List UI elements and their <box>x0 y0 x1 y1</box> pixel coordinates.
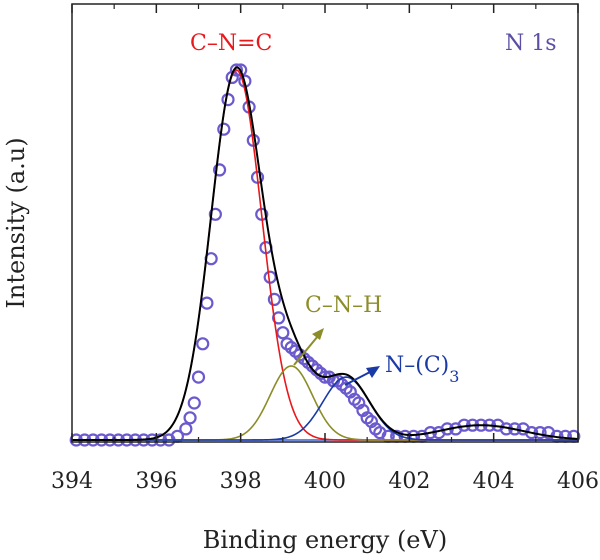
x-tick-label: 394 <box>51 469 93 494</box>
data-point <box>212 163 227 177</box>
x-tick-label: 404 <box>473 469 515 494</box>
fit-curves <box>72 66 579 441</box>
x-tick-label: 400 <box>304 469 346 494</box>
panel-label: N 1s <box>505 31 557 56</box>
data-point <box>183 411 197 425</box>
data-point <box>187 396 201 410</box>
data-point <box>208 207 222 221</box>
x-tick-label: 396 <box>135 469 177 494</box>
x-tick-label: 402 <box>388 469 430 494</box>
y-axis-title: Intensity (a.u) <box>2 137 30 308</box>
data-point <box>276 326 290 340</box>
data-point <box>191 370 206 384</box>
peak1-label: C–N=C <box>190 31 272 56</box>
peak3-label-main: N–(C) <box>385 353 449 378</box>
x-tick-label: 398 <box>220 469 262 494</box>
data-point <box>221 92 235 107</box>
peak2-label: C–N–H <box>305 293 382 318</box>
peak1-curve <box>72 69 578 441</box>
data-point <box>272 311 286 325</box>
data-point <box>263 270 277 284</box>
measured-points <box>69 63 581 447</box>
data-point <box>200 296 214 310</box>
data-point <box>267 292 281 306</box>
peak3-arrow <box>344 366 380 386</box>
data-point <box>229 63 244 77</box>
peak2-arrow <box>293 328 324 366</box>
peak3-label-sub: 3 <box>449 367 459 386</box>
x-tick-label: 406 <box>557 469 599 494</box>
data-point <box>179 422 193 436</box>
data-point <box>217 122 231 136</box>
peak3-label: N–(C)3 <box>385 353 459 386</box>
envelope-curve <box>72 66 579 441</box>
x-axis-title: Binding energy (eV) <box>203 526 447 554</box>
data-point <box>196 337 210 351</box>
x-axis-ticks: 394 396 398 400 402 404 406 <box>51 4 599 494</box>
